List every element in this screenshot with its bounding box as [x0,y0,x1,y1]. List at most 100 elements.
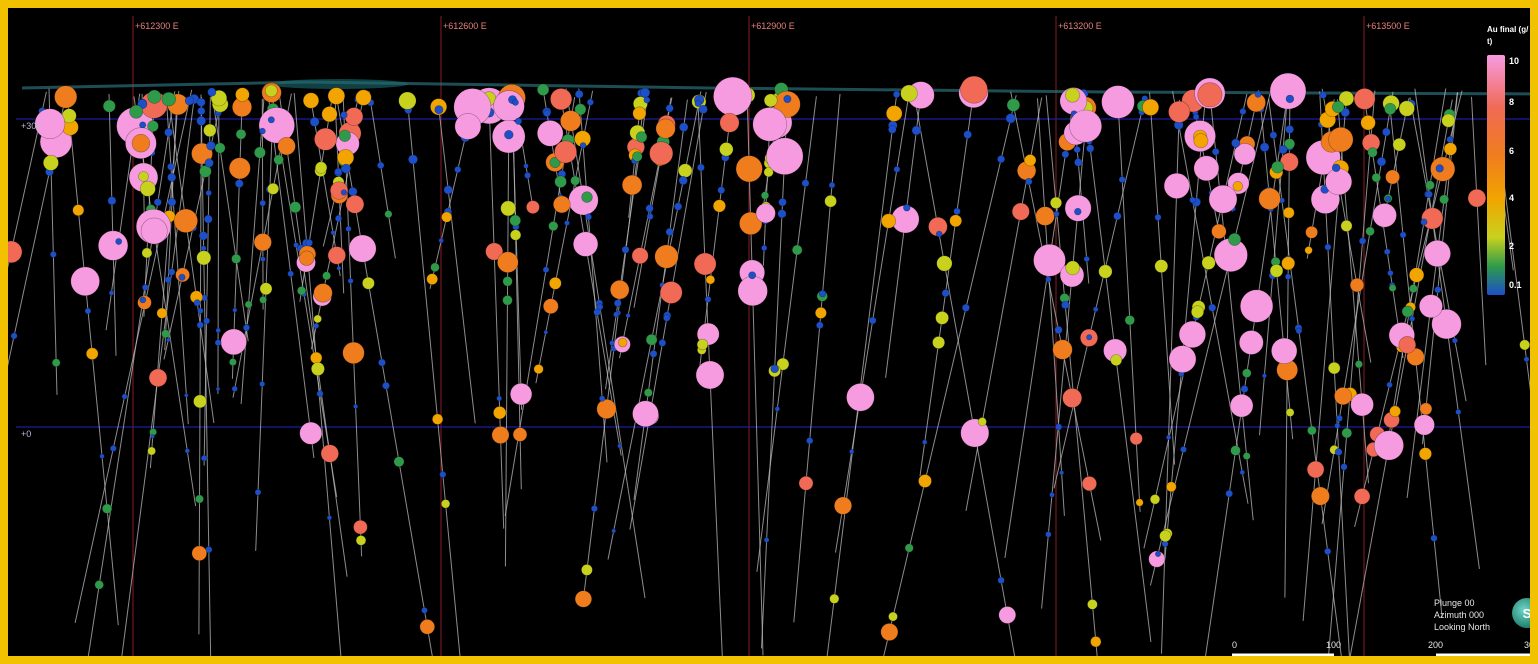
grade-sample-sphere [1519,339,1530,351]
grade-sample-sphere [109,444,117,452]
grade-sample-sphere [1269,72,1307,110]
grade-sample-sphere [253,233,272,252]
grade-sample-sphere [336,265,342,271]
drillhole-trace [8,91,47,269]
grade-sample-sphere [220,328,247,356]
rl-label: +300 [21,121,41,131]
grade-sample-sphere [1124,315,1135,326]
grade-sample-sphere [880,623,899,641]
grade-sample-sphere [337,149,355,167]
grade-sample-sphere [150,434,155,439]
grade-sample-sphere [631,247,649,265]
grade-sample-sphere [1285,125,1294,134]
grade-sample-sphere [542,298,559,315]
grade-sample-sphere [1451,337,1458,344]
grade-sample-sphere [205,189,212,197]
grade-sample-sphere [1446,135,1454,144]
grade-sample-sphere [197,307,204,314]
drillhole-trace [165,96,189,425]
section-view-canvas[interactable]: +612300 E +612600 E +612900 E +613200 E … [8,8,1538,664]
grade-sample-sphere [384,210,393,219]
grade-sample-sphere [1208,303,1217,312]
grade-sample-sphere [579,142,587,149]
grade-sample-sphere [632,400,659,428]
grade-sample-sphere [1024,154,1037,167]
grade-sample-sphere [1239,469,1246,476]
grade-sample-sphere [393,456,405,468]
grade-sample-sphere [900,84,918,103]
scale-tick: 300 [1524,640,1538,650]
drillhole-trace [368,91,396,259]
grade-sample-sphere [678,163,693,178]
grade-sample-sphere [43,154,59,171]
grade-sample-sphere [139,121,147,129]
grade-sample-sphere [621,174,643,196]
grade-sample-sphere [960,75,988,104]
grade-sample-sphere [259,127,266,135]
grade-sample-sphere [849,449,855,455]
grade-sample-sphere [231,253,242,264]
grade-sample-sphere [141,247,153,259]
grade-sample-sphere [1455,408,1462,415]
grade-sample-sphere [1327,361,1341,375]
grade-sample-sphere [1278,145,1288,155]
grade-sample-sphere [215,327,221,334]
grade-sample-sphere [1387,269,1394,277]
grade-sample-sphere [1192,113,1200,121]
grade-sample-sphere [998,606,1017,624]
grade-sample-sphere [1061,300,1070,310]
grade-sample-sphere [649,349,658,358]
grade-sample-sphere [49,250,57,258]
azimuth-text: Azimuth 000 [1434,610,1484,620]
grade-sample-sphere [941,289,950,298]
compass-icon[interactable]: S [1512,598,1538,628]
grade-sample-sphere [1211,223,1227,239]
legend-tick: 2 [1509,241,1514,251]
grade-sample-sphere [184,96,194,106]
drillhole-trace [504,98,510,567]
grade-sample-sphere [148,368,168,387]
grade-sample-sphere [196,250,212,266]
grade-sample-sphere [572,231,599,257]
grade-sample-sphere [167,197,177,207]
legend-title-unit: t) [1487,37,1493,46]
grade-sample-sphere [815,321,824,330]
grade-sample-sphere [1239,289,1274,323]
grade-sample-sphere [514,117,523,125]
view-orientation-info: Plunge 00 Azimuth 000 Looking North [1434,598,1490,632]
grade-sample-sphere [51,358,61,368]
grade-sample-sphere [598,395,606,402]
grade-sample-sphere [1053,210,1060,217]
grade-sample-sphere [191,545,208,561]
scale-tick: 200 [1428,640,1443,650]
grade-sample-sphere [206,140,216,151]
grade-sample-sphere [310,351,323,365]
grade-sample-sphere [1349,278,1365,293]
grade-sample-sphere [1367,147,1378,158]
drillhole-trace [1205,89,1289,656]
grade-sample-sphere [1285,94,1295,104]
grade-sample-sphere [454,165,462,174]
grade-sample-sphere [253,146,266,159]
grade-sample-sphere [798,475,814,491]
grade-sample-sphere [1087,599,1098,610]
grade-sample-sphere [694,100,702,107]
grade-sample-sphere [1201,255,1216,270]
grade-sample-sphere [763,167,774,178]
grade-sample-sphere [156,307,168,319]
grade-sample-sphere [191,142,213,165]
grade-sample-sphere [1050,196,1063,209]
grade-sample-sphere [1311,486,1330,506]
drillhole-trace [1349,99,1453,656]
grade-sample-sphere [299,421,323,445]
grade-sample-sphere [936,255,953,272]
drillhole-trace [211,90,249,342]
grade-sample-sphere [164,276,172,284]
grade-sample-sphere [1242,452,1251,460]
plunge-text: Plunge 00 [1434,598,1475,608]
grade-sample-sphere [1408,284,1418,293]
drillhole-trace [293,92,342,656]
grade-sample-sphere [846,383,875,412]
grade-sample-sphere [586,98,594,106]
